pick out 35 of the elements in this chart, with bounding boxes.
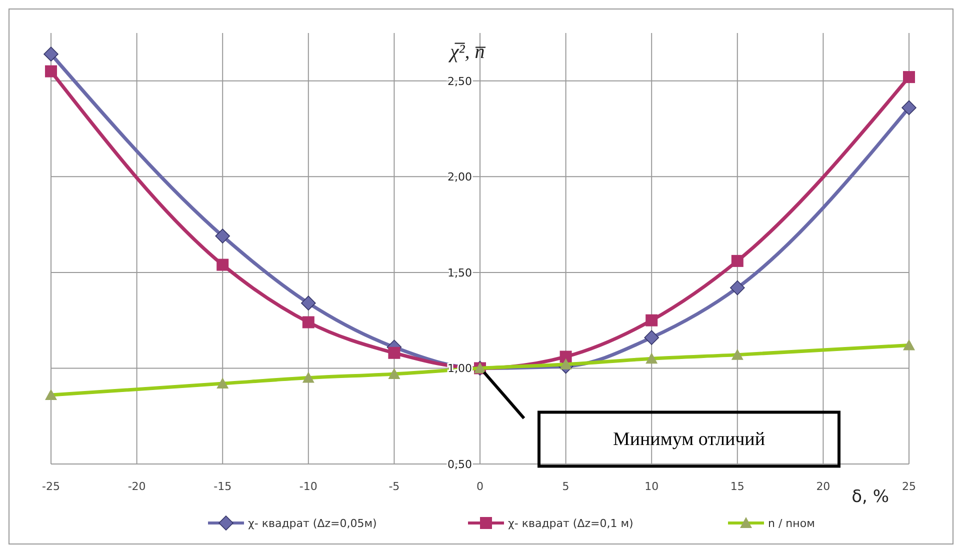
point <box>388 346 400 359</box>
x-axis-title: δ, % <box>852 487 889 507</box>
point <box>731 254 744 267</box>
legend-label: n / nном <box>768 517 815 530</box>
point <box>903 71 915 84</box>
y-tick-label: 2,00 <box>448 170 472 184</box>
point <box>215 228 230 244</box>
x-tick-label: 25 <box>902 480 916 493</box>
y-tick-label: 0,50 <box>448 458 472 471</box>
point <box>45 65 57 78</box>
point <box>644 330 659 345</box>
point <box>560 350 572 363</box>
legend-label: χ- квадрат (Δz=0,1 м) <box>508 517 634 530</box>
x-tick-label: 5 <box>562 480 570 493</box>
x-tick-label: 15 <box>730 480 744 493</box>
annotation: Минимум отличий <box>612 429 766 450</box>
x-tick-label: 20 <box>816 480 830 493</box>
point <box>730 280 745 296</box>
y-tick-label: 2,50 <box>448 74 472 88</box>
y-tick-label: 1,50 <box>448 266 472 280</box>
point <box>902 100 916 116</box>
point <box>302 316 314 328</box>
legend-label: χ- квадрат (Δz=0,05м) <box>248 517 377 530</box>
point <box>216 258 229 271</box>
x-tick-label: 0 <box>476 480 484 493</box>
point <box>44 46 58 62</box>
x-tick-label: -5 <box>388 480 400 493</box>
x-tick-label: 10 <box>644 480 659 493</box>
x-tick-label: -10 <box>299 480 318 493</box>
x-tick-label: -20 <box>128 480 146 493</box>
point <box>301 296 316 310</box>
point <box>646 314 658 326</box>
y-axis-title: χ̅², n̅ <box>448 41 486 63</box>
x-tick-label: -25 <box>42 480 60 493</box>
x-tick-label: -15 <box>214 480 232 493</box>
